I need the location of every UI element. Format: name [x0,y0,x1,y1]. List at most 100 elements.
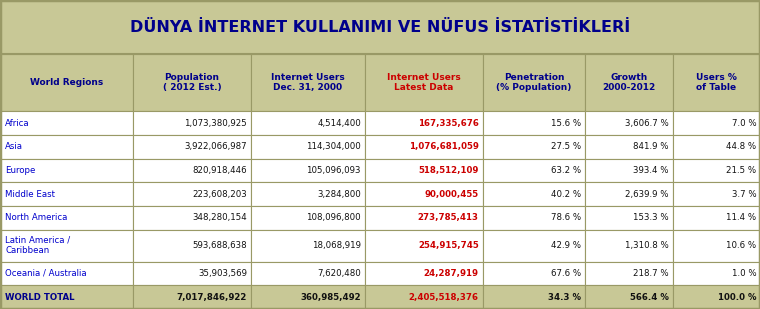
Bar [585,285,673,309]
Text: Latin America /
Caribbean: Latin America / Caribbean [5,236,71,255]
Text: 7,620,480: 7,620,480 [317,269,361,278]
Text: 593,688,638: 593,688,638 [192,241,247,250]
Bar [0,135,133,159]
Bar [0,159,133,182]
Text: 7.0 %: 7.0 % [732,119,756,128]
Text: 78.6 %: 78.6 % [551,213,581,222]
Bar [483,262,585,285]
Bar [585,206,673,230]
Text: 3.7 %: 3.7 % [732,190,756,199]
Text: Population
( 2012 Est.): Population ( 2012 Est.) [163,73,221,92]
Text: 2,405,518,376: 2,405,518,376 [409,293,479,302]
Text: Internet Users
Latest Data: Internet Users Latest Data [387,73,461,92]
Text: Growth
2000-2012: Growth 2000-2012 [602,73,656,92]
Text: WORLD TOTAL: WORLD TOTAL [5,293,74,302]
Bar [483,111,585,135]
Text: 67.6 %: 67.6 % [551,269,581,278]
Text: Penetration
(% Population): Penetration (% Population) [496,73,572,92]
Bar [365,159,483,182]
Bar [365,135,483,159]
Text: 100.0 %: 100.0 % [717,293,756,302]
Bar [483,285,585,309]
Text: 11.4 %: 11.4 % [726,213,756,222]
Bar [133,285,251,309]
Bar [133,182,251,206]
Text: 4,514,400: 4,514,400 [317,119,361,128]
Text: 40.2 %: 40.2 % [551,190,581,199]
Text: 15.6 %: 15.6 % [551,119,581,128]
Text: 108,096,800: 108,096,800 [306,213,361,222]
Text: 63.2 %: 63.2 % [551,166,581,175]
Bar [483,135,585,159]
Text: 34.3 %: 34.3 % [549,293,581,302]
Text: Africa: Africa [5,119,30,128]
Bar [673,206,760,230]
Bar [251,230,365,262]
Bar [0,230,133,262]
Bar [133,111,251,135]
Bar [133,159,251,182]
Bar [483,206,585,230]
Bar [251,159,365,182]
Bar [251,262,365,285]
Bar [673,285,760,309]
Bar [251,54,365,111]
Text: World Regions: World Regions [30,78,103,87]
Bar [0,206,133,230]
Text: 348,280,154: 348,280,154 [192,213,247,222]
Bar [133,135,251,159]
Bar [251,206,365,230]
Bar [365,182,483,206]
Text: 223,608,203: 223,608,203 [192,190,247,199]
Text: 35,903,569: 35,903,569 [198,269,247,278]
Text: 27.5 %: 27.5 % [551,142,581,151]
Bar [251,285,365,309]
Bar [673,262,760,285]
Text: Internet Users
Dec. 31, 2000: Internet Users Dec. 31, 2000 [271,73,345,92]
Bar [133,230,251,262]
Bar [365,262,483,285]
Bar [585,111,673,135]
Bar [585,182,673,206]
Bar [483,230,585,262]
Text: 218.7 %: 218.7 % [633,269,669,278]
Text: 841.9 %: 841.9 % [633,142,669,151]
Text: 3,922,066,987: 3,922,066,987 [185,142,247,151]
Bar [585,135,673,159]
Bar [483,182,585,206]
Bar [365,54,483,111]
Text: 3,284,800: 3,284,800 [317,190,361,199]
Bar [251,135,365,159]
Text: 153.3 %: 153.3 % [633,213,669,222]
Text: 273,785,413: 273,785,413 [418,213,479,222]
Text: 393.4 %: 393.4 % [633,166,669,175]
Text: 566.4 %: 566.4 % [630,293,669,302]
Bar [673,182,760,206]
Text: 24,287,919: 24,287,919 [424,269,479,278]
Text: DÜNYA İNTERNET KULLANIMI VE NÜFUS İSTATİSTİKLERİ: DÜNYA İNTERNET KULLANIMI VE NÜFUS İSTATİ… [130,19,630,35]
Bar [365,285,483,309]
Bar [673,111,760,135]
Bar [365,206,483,230]
Text: 105,096,093: 105,096,093 [306,166,361,175]
Text: 7,017,846,922: 7,017,846,922 [176,293,247,302]
Bar [365,111,483,135]
Bar [673,159,760,182]
Text: 18,068,919: 18,068,919 [312,241,361,250]
Bar [133,206,251,230]
Text: 10.6 %: 10.6 % [726,241,756,250]
Text: 44.8 %: 44.8 % [726,142,756,151]
Bar [585,54,673,111]
Text: 518,512,109: 518,512,109 [419,166,479,175]
Bar [483,54,585,111]
Text: 1,076,681,059: 1,076,681,059 [409,142,479,151]
Bar [251,182,365,206]
Bar [133,54,251,111]
Text: 21.5 %: 21.5 % [726,166,756,175]
Bar [0,54,133,111]
Text: Asia: Asia [5,142,24,151]
Bar [585,230,673,262]
Bar [483,159,585,182]
Bar [0,285,133,309]
Text: 1,073,380,925: 1,073,380,925 [184,119,247,128]
